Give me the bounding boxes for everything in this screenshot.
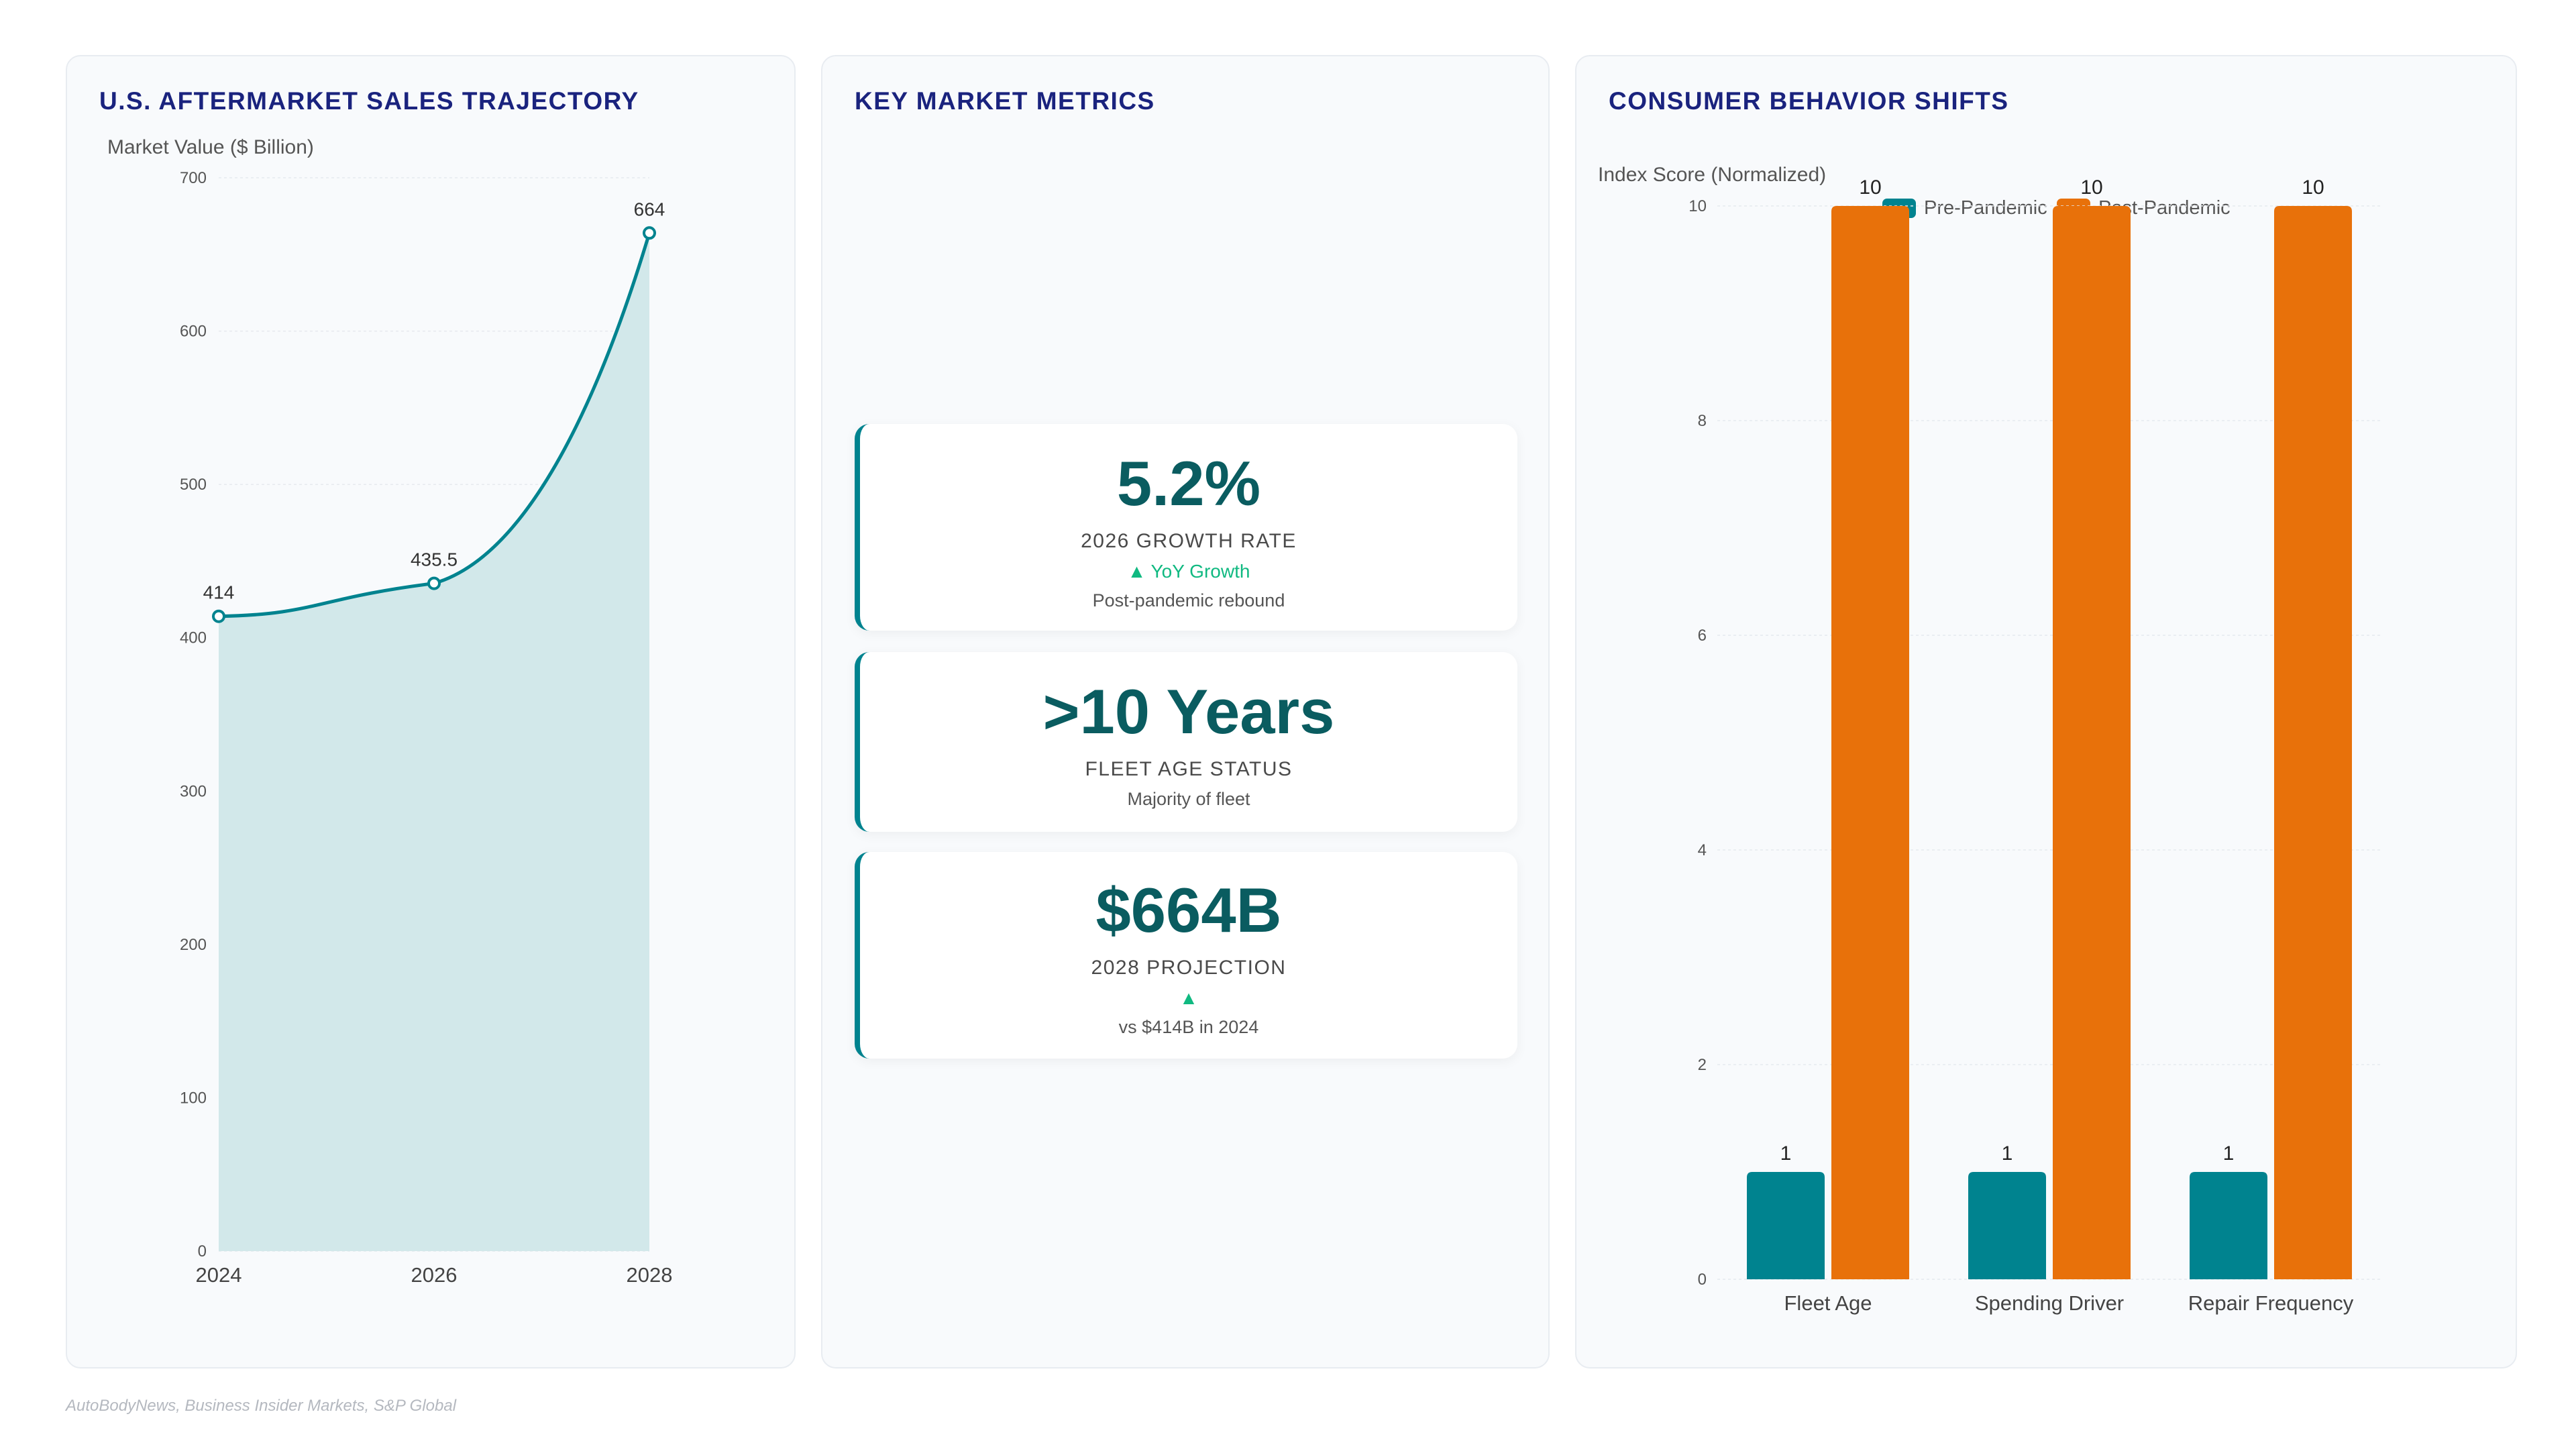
- area-data-label: 435.5: [411, 549, 458, 570]
- bar-data-label: 10: [2080, 176, 2102, 199]
- legend-label: Pre-Pandemic: [1924, 197, 2047, 219]
- area-data-point[interactable]: [643, 226, 656, 240]
- bar-gridlines: [1717, 205, 2381, 1280]
- legend-item-pre-pandemic[interactable]: Pre-Pandemic: [1882, 197, 2047, 219]
- bar-y-tick-label: 10: [1688, 197, 1707, 215]
- source-note: AutoBodyNews, Business Insider Markets, …: [66, 1397, 457, 1415]
- bar-y-tick-label: 6: [1698, 627, 1707, 645]
- area-x-tick-label: 2024: [196, 1263, 242, 1287]
- area-data-labels: 414 435.5 664: [203, 199, 665, 602]
- metric-trend: ▲ YoY Growth: [1127, 561, 1250, 582]
- bar-y-tick-label: 2: [1698, 1056, 1707, 1074]
- consumer-behavior-title: CONSUMER BEHAVIOR SHIFTS: [1609, 87, 2009, 115]
- area-data-label: 414: [203, 582, 235, 603]
- key-metrics-title: KEY MARKET METRICS: [855, 87, 1155, 115]
- bar-x-ticks: Fleet Age Spending Driver Repair Frequency: [1784, 1291, 2354, 1315]
- bar-post-pandemic[interactable]: [1831, 206, 1909, 1279]
- area-points: [212, 226, 656, 623]
- area-fill: [219, 233, 649, 1252]
- area-line: [218, 232, 651, 619]
- bar-y-tick-label: 0: [1698, 1271, 1707, 1289]
- key-metrics-panel: KEY MARKET METRICS 5.2% 2026 GROWTH RATE…: [821, 55, 1550, 1368]
- area-data-point[interactable]: [212, 609, 225, 623]
- metric-note: vs $414B in 2024: [1118, 1017, 1259, 1037]
- area-y-tick-label: 400: [180, 629, 207, 647]
- metric-trend: ▲: [1179, 987, 1198, 1008]
- bar-x-tick-label: Fleet Age: [1784, 1291, 1872, 1315]
- metric-value: $664B: [1095, 875, 1282, 945]
- bar-pre-pandemic[interactable]: [2190, 1172, 2267, 1279]
- consumer-behavior-panel: CONSUMER BEHAVIOR SHIFTS Pre-Pandemic Po…: [1575, 55, 2517, 1368]
- area-x-ticks: 2024 2026 2028: [196, 1263, 673, 1287]
- metric-card-fleet-age: >10 Years FLEET AGE STATUS Majority of f…: [855, 652, 1517, 832]
- metric-value: >10 Years: [1042, 676, 1335, 747]
- metric-card-projection: $664B 2028 PROJECTION ▲ vs $414B in 2024: [855, 852, 1517, 1059]
- bar-data-labels: 1 10 1 10 1 10: [1780, 176, 2324, 1165]
- metric-label: 2026 GROWTH RATE: [1081, 530, 1297, 552]
- metric-note: Post-pandemic rebound: [1092, 590, 1285, 610]
- metric-label: 2028 PROJECTION: [1091, 957, 1287, 979]
- area-y-axis-label: Market Value ($ Billion): [107, 136, 314, 158]
- bar-data-label: 1: [2002, 1142, 2013, 1165]
- area-x-tick-label: 2026: [411, 1263, 458, 1287]
- sales-trajectory-chart: Market Value ($ Billion) 0 100 200 300 400 50…: [107, 136, 673, 1287]
- bar-y-ticks: 0 2 4 6 8 10: [1688, 197, 1707, 1289]
- bar-y-tick-label: 8: [1698, 412, 1707, 430]
- bar-pre-pandemic[interactable]: [1747, 1172, 1825, 1279]
- area-data-point[interactable]: [427, 576, 441, 590]
- area-y-tick-label: 500: [180, 476, 207, 494]
- metric-label: FLEET AGE STATUS: [1085, 758, 1293, 780]
- bar-x-tick-label: Spending Driver: [1975, 1291, 2124, 1315]
- area-y-tick-label: 700: [180, 169, 207, 187]
- bar-data-label: 10: [1859, 176, 1881, 199]
- metric-card-growth-rate: 5.2% 2026 GROWTH RATE ▲ YoY Growth Post-…: [855, 424, 1517, 631]
- bar-y-tick-label: 4: [1698, 841, 1707, 859]
- bar-x-tick-label: Repair Frequency: [2188, 1291, 2354, 1315]
- sales-trajectory-panel: U.S. AFTERMARKET SALES TRAJECTORY Market…: [66, 55, 796, 1368]
- bar-data-label: 1: [2223, 1142, 2235, 1165]
- bar-post-pandemic[interactable]: [2274, 206, 2352, 1279]
- bar-data-label: 10: [2302, 176, 2324, 199]
- sales-trajectory-title: U.S. AFTERMARKET SALES TRAJECTORY: [99, 87, 639, 115]
- bar-bars: [1747, 206, 2352, 1279]
- metric-note: Majority of fleet: [1127, 789, 1250, 809]
- bar-y-axis-label: Index Score (Normalized): [1598, 164, 1826, 186]
- area-y-ticks: 0 100 200 300 400 500 600 700: [180, 169, 207, 1260]
- area-y-tick-label: 600: [180, 323, 207, 341]
- area-y-tick-label: 200: [180, 936, 207, 954]
- bar-post-pandemic[interactable]: [2053, 206, 2131, 1279]
- area-y-tick-label: 100: [180, 1089, 207, 1107]
- bar-pre-pandemic[interactable]: [1968, 1172, 2046, 1279]
- bar-data-label: 1: [1780, 1142, 1792, 1165]
- area-x-tick-label: 2028: [627, 1263, 673, 1287]
- area-y-tick-label: 0: [198, 1242, 207, 1260]
- area-data-label: 664: [634, 199, 665, 219]
- metric-value: 5.2%: [1116, 448, 1261, 519]
- area-y-tick-label: 300: [180, 782, 207, 800]
